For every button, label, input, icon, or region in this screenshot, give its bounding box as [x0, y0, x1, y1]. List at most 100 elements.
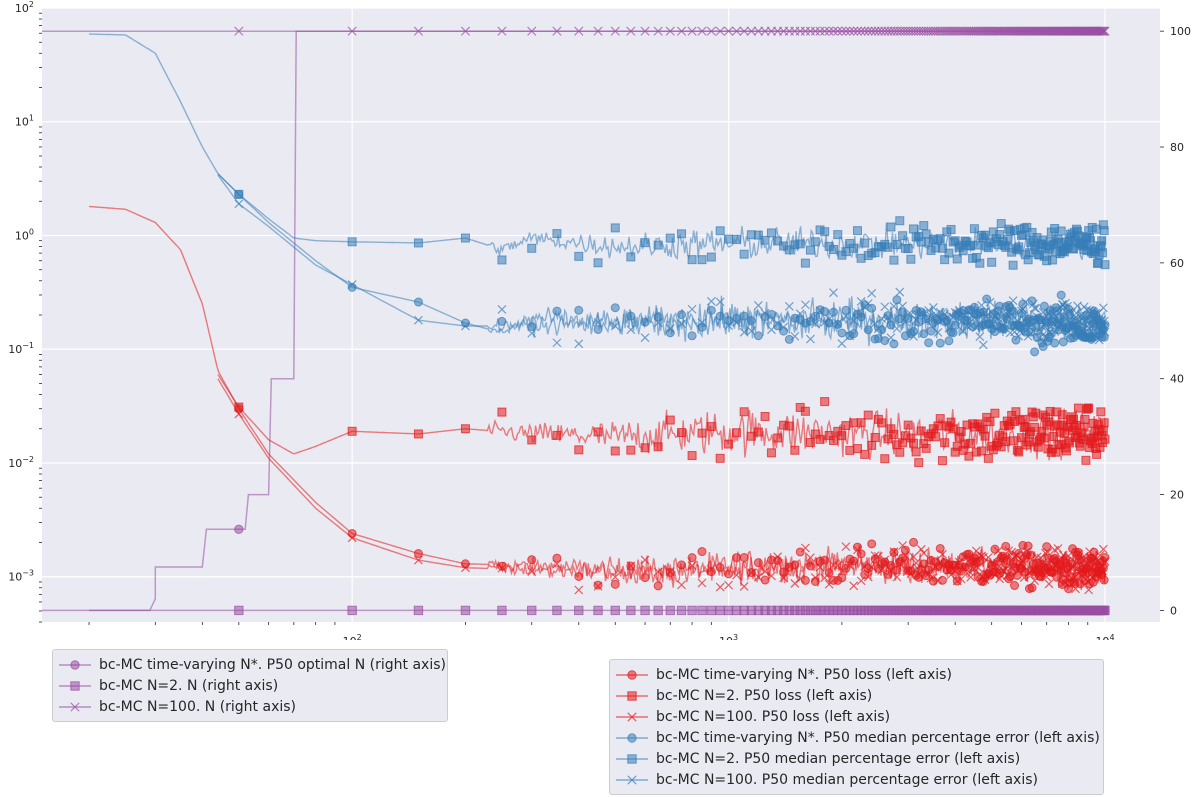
- data-point: [665, 605, 675, 616]
- data-point: [849, 26, 859, 36]
- data-point: [889, 547, 899, 557]
- data-point: [1001, 564, 1011, 574]
- data-point: [828, 244, 838, 254]
- data-point: [1075, 558, 1085, 568]
- data-point: [889, 429, 899, 439]
- data-point: [845, 561, 855, 570]
- data-point: [1023, 551, 1033, 561]
- legend-swatch-icon: [59, 680, 91, 691]
- data-point: [497, 605, 507, 616]
- data-point: [706, 296, 716, 306]
- data-point: [837, 431, 847, 441]
- data-point: [892, 324, 902, 334]
- data-point: [653, 318, 663, 328]
- data-point: [653, 26, 663, 36]
- data-point: [1031, 408, 1041, 418]
- data-point: [723, 605, 734, 616]
- data-point: [779, 322, 788, 332]
- data-point: [1014, 331, 1024, 341]
- data-point: [706, 605, 717, 616]
- data-point: [687, 304, 697, 314]
- data-point: [877, 418, 887, 428]
- left-axis-ticks: 10−3 10−2 10−1 100 101 102: [8, 0, 42, 623]
- data-point: [1052, 566, 1062, 576]
- data-point: [841, 421, 851, 431]
- data-point: [715, 605, 725, 616]
- data-point: [715, 582, 725, 592]
- data-point: [1031, 303, 1041, 313]
- data-point: [784, 421, 794, 431]
- data-point: [234, 409, 244, 419]
- data-point: [924, 26, 934, 36]
- data-point: [1065, 307, 1074, 317]
- data-point: [527, 555, 537, 565]
- data-point: [883, 313, 893, 323]
- data-point: [849, 243, 859, 253]
- data-point: [975, 332, 985, 342]
- data-point: [574, 251, 584, 261]
- data-point: [909, 552, 918, 562]
- data-point: [824, 26, 834, 36]
- data-point: [911, 447, 921, 457]
- data-point: [806, 553, 815, 563]
- left-tick-label: 10−3: [8, 569, 34, 584]
- data-point: [919, 221, 929, 231]
- data-point: [800, 258, 810, 268]
- data-point: [933, 26, 943, 36]
- data-point: [833, 230, 843, 240]
- data-point: [1074, 549, 1083, 559]
- data-point: [956, 574, 966, 584]
- data-point: [1056, 226, 1066, 236]
- data-point: [926, 573, 936, 583]
- data-point: [732, 428, 742, 438]
- legend-marker: [627, 732, 637, 743]
- data-point: [574, 26, 584, 36]
- data-point: [731, 26, 742, 36]
- data-point: [987, 257, 997, 267]
- data-point: [914, 310, 924, 320]
- data-point: [746, 326, 756, 336]
- data-point: [461, 563, 470, 573]
- right-tick-label: 60: [1170, 257, 1184, 270]
- data-point: [1100, 26, 1110, 36]
- data-point: [950, 566, 960, 576]
- legend-entry: bc-MC N=100. N (right axis): [59, 696, 439, 717]
- legend-swatch-icon: [616, 732, 648, 743]
- data-point: [574, 585, 584, 595]
- data-point: [347, 280, 357, 290]
- data-point: [347, 426, 357, 436]
- data-point: [1066, 329, 1075, 339]
- data-point: [497, 563, 507, 573]
- data-point: [739, 582, 749, 591]
- data-point: [933, 327, 943, 337]
- data-point: [676, 605, 687, 616]
- data-point: [1038, 558, 1048, 568]
- data-point: [739, 407, 749, 417]
- data-point: [1057, 579, 1067, 588]
- data-point: [1002, 234, 1012, 244]
- data-point: [1047, 255, 1057, 265]
- data-point: [996, 442, 1006, 452]
- data-point: [1098, 303, 1108, 313]
- data-point: [841, 542, 851, 552]
- data-point: [937, 26, 948, 36]
- data-point: [724, 439, 734, 449]
- data-point: [931, 26, 941, 36]
- data-point: [640, 573, 650, 583]
- data-point: [1014, 566, 1024, 576]
- data-point: [732, 318, 741, 328]
- data-point: [849, 418, 859, 428]
- data-point: [983, 453, 993, 463]
- data-point: [990, 408, 1000, 418]
- data-point: [640, 555, 650, 565]
- data-point: [527, 605, 537, 616]
- data-point: [414, 555, 423, 565]
- legend-swatch-icon: [59, 659, 91, 670]
- data-point: [626, 252, 636, 262]
- data-point: [1053, 544, 1063, 553]
- data-point: [937, 575, 947, 585]
- data-point: [837, 566, 847, 576]
- data-point: [706, 422, 716, 432]
- data-point: [687, 255, 697, 265]
- data-point: [820, 397, 830, 407]
